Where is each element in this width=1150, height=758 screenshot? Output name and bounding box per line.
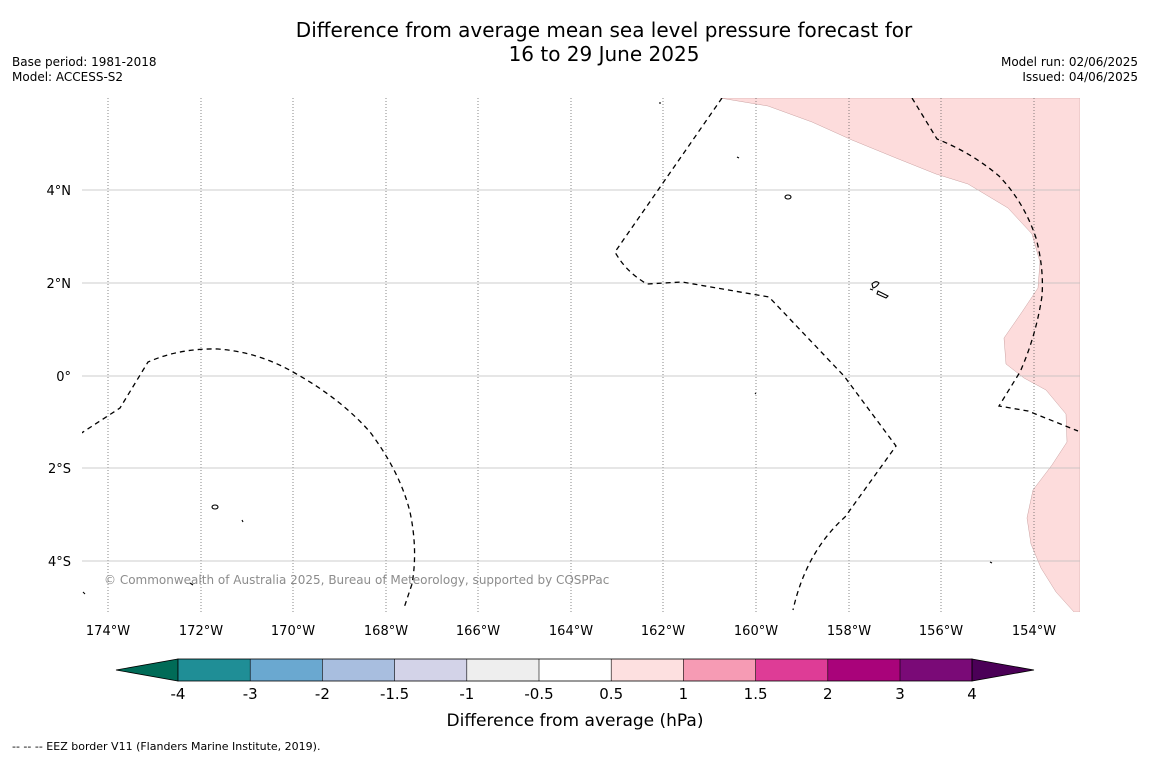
colorbar-bin bbox=[250, 659, 323, 681]
colorbar-bin bbox=[322, 659, 395, 681]
map-title: Difference from average mean sea level p… bbox=[0, 18, 1150, 66]
issue-info: Model run: 02/06/2025 Issued: 04/06/2025 bbox=[1001, 55, 1138, 85]
colorbar-tick-label: 4 bbox=[967, 685, 977, 703]
colorbar-min-extend bbox=[115, 658, 179, 682]
latitude-gridlines bbox=[82, 189, 1080, 562]
island-outline bbox=[736, 156, 740, 159]
colorbar: -4 -3 -2 -1.5 -1 -0.5 0.5 1 1.5 2 3 4 Di… bbox=[115, 658, 1035, 731]
colorbar-tick-label: -2 bbox=[315, 685, 330, 703]
colorbar-bin bbox=[827, 659, 900, 681]
lat-label: 4°N bbox=[47, 184, 72, 199]
lon-label: 164°W bbox=[549, 624, 593, 639]
model-name-text: Model: ACCESS-S2 bbox=[12, 70, 124, 84]
lon-label: 170°W bbox=[271, 624, 315, 639]
map-title-line2: 16 to 29 June 2025 bbox=[508, 42, 700, 66]
lon-label: 156°W bbox=[919, 624, 963, 639]
island-outline bbox=[754, 392, 757, 395]
colorbar-bin bbox=[683, 659, 756, 681]
island-outline bbox=[189, 582, 194, 586]
islands bbox=[82, 102, 993, 595]
colorbar-bin bbox=[466, 659, 539, 681]
lon-label: 174°W bbox=[86, 624, 130, 639]
island-outline bbox=[784, 194, 792, 200]
colorbar-bin bbox=[755, 659, 828, 681]
lon-label: 172°W bbox=[179, 624, 223, 639]
copyright-notice: © Commonwealth of Australia 2025, Bureau… bbox=[104, 573, 609, 587]
island-outline bbox=[876, 290, 889, 299]
colorbar-bin bbox=[900, 659, 972, 681]
island-outline bbox=[82, 591, 86, 595]
colorbar-bin bbox=[539, 659, 612, 681]
lat-label: 2°N bbox=[47, 277, 72, 292]
island-outline bbox=[869, 288, 874, 291]
eez-legend-note: -- -- -- EEZ border V11 (Flanders Marine… bbox=[12, 740, 321, 753]
lon-label: 166°W bbox=[456, 624, 500, 639]
lat-label: 4°S bbox=[48, 555, 71, 570]
colorbar-bin bbox=[611, 659, 684, 681]
model-info: Base period: 1981-2018 Model: ACCESS-S2 bbox=[12, 55, 157, 85]
lon-label: 162°W bbox=[641, 624, 685, 639]
island-outline bbox=[241, 519, 244, 523]
colorbar-frame bbox=[177, 658, 973, 682]
island-outline bbox=[211, 504, 219, 510]
eez-borders bbox=[82, 98, 1079, 611]
colorbar-tick-label: -0.5 bbox=[524, 685, 553, 703]
colorbar-tick-label: -3 bbox=[243, 685, 258, 703]
eez-border-east bbox=[911, 98, 1079, 432]
eez-border-central bbox=[614, 98, 897, 611]
colorbar-tick-label: 3 bbox=[895, 685, 905, 703]
map-figure: © Commonwealth of Australia 2025, Bureau… bbox=[47, 98, 1080, 731]
lat-label: 0° bbox=[56, 370, 71, 385]
colorbar-dividers bbox=[249, 659, 901, 681]
lon-label: 154°W bbox=[1012, 624, 1056, 639]
colorbar-tick-label: 1 bbox=[679, 685, 689, 703]
model-run-text: Model run: 02/06/2025 bbox=[1000, 55, 1138, 69]
colorbar-tick-label: 0.5 bbox=[599, 685, 623, 703]
lon-label: 158°W bbox=[827, 624, 871, 639]
issued-date-text: Issued: 04/06/2025 bbox=[1022, 70, 1138, 84]
longitude-gridlines bbox=[107, 98, 1035, 612]
colorbar-tick-label: -1 bbox=[459, 685, 474, 703]
colorbar-bin bbox=[178, 659, 251, 681]
base-period-text: Base period: 1981-2018 bbox=[12, 55, 157, 69]
anomaly-region bbox=[719, 98, 1080, 612]
longitude-labels: 174°W 172°W 170°W 168°W 166°W 164°W 162°… bbox=[86, 624, 1056, 639]
colorbar-max-extend bbox=[971, 658, 1035, 682]
map-plot-area: © Commonwealth of Australia 2025, Bureau… bbox=[82, 98, 1080, 612]
lon-label: 168°W bbox=[364, 624, 408, 639]
colorbar-tick-label: -1.5 bbox=[380, 685, 409, 703]
map-title-line1: Difference from average mean sea level p… bbox=[295, 18, 913, 42]
colorbar-bin bbox=[394, 659, 467, 681]
latitude-labels: 4°N 2°N 0° 2°S 4°S bbox=[47, 184, 72, 570]
eez-border-west bbox=[82, 348, 416, 609]
lat-label: 2°S bbox=[48, 462, 71, 477]
lon-label: 160°W bbox=[734, 624, 778, 639]
colorbar-tick-label: 2 bbox=[823, 685, 833, 703]
colorbar-tick-label: 1.5 bbox=[744, 685, 768, 703]
island-outline bbox=[871, 281, 880, 289]
island-outline bbox=[989, 561, 993, 564]
colorbar-label: Difference from average (hPa) bbox=[447, 711, 704, 731]
colorbar-ticks: -4 -3 -2 -1.5 -1 -0.5 0.5 1 1.5 2 3 4 bbox=[171, 685, 977, 703]
colorbar-tick-label: -4 bbox=[171, 685, 186, 703]
